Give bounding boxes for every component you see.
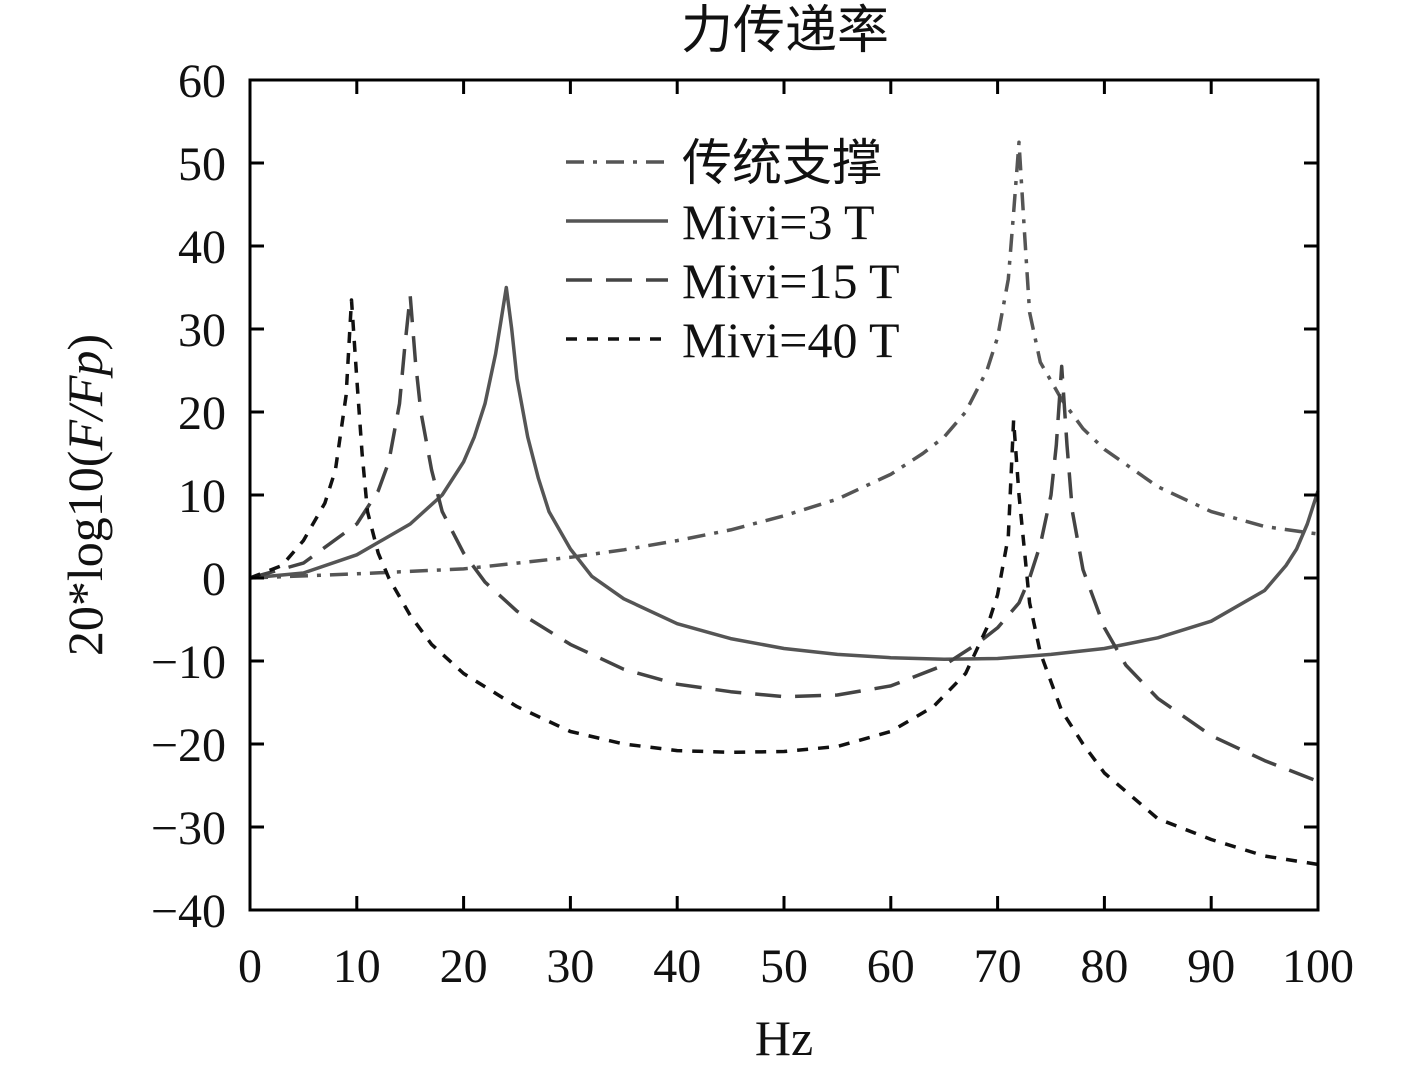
y-axis-label-suffix: )	[57, 334, 113, 351]
series-line-2	[249, 285, 1320, 662]
x-axis-label: Hz	[755, 1010, 813, 1066]
y-tick-label: −30	[151, 802, 226, 855]
y-tick-label: 60	[178, 55, 226, 108]
series-line-3	[249, 294, 1319, 784]
x-tick-label: 80	[1080, 940, 1128, 993]
y-tick-label: 20	[178, 387, 226, 440]
y-tick-label: 0	[202, 553, 226, 606]
x-tick-label: 90	[1187, 940, 1235, 993]
chart-title: 力传递率	[681, 3, 889, 60]
x-tick-label: 10	[333, 940, 381, 993]
y-tick-label: 30	[178, 304, 226, 357]
x-tick-labels: 0 10 20 30 40 50 60 70 80 90 100	[238, 940, 1354, 993]
legend-label-4: Mivi=40 T	[682, 312, 900, 368]
x-tick-label: 20	[440, 940, 488, 993]
y-axis-label-italic: F/Fp	[57, 351, 113, 452]
y-axis-label: 20*log10(F/Fp)	[57, 334, 113, 656]
y-axis-label-prefix: 20*log10(	[57, 451, 113, 657]
y-tick-label: −20	[151, 719, 226, 772]
legend-label-3: Mivi=15 T	[682, 253, 900, 309]
x-tick-label: 0	[238, 940, 262, 993]
series-line-4	[249, 298, 1319, 867]
legend-label-2: Mivi=3 T	[682, 194, 875, 250]
x-tick-label: 30	[546, 940, 594, 993]
x-tick-label: 40	[653, 940, 701, 993]
y-tick-label: 40	[178, 221, 226, 274]
ticks-layer	[248, 78, 1320, 912]
x-tick-label: 50	[760, 940, 808, 993]
legend-label-1: 传统支撑	[682, 135, 882, 191]
series-layer	[249, 140, 1320, 867]
y-tick-label: −10	[151, 636, 226, 689]
y-tick-label: 10	[178, 470, 226, 523]
y-tick-label: −40	[151, 885, 226, 938]
y-tick-label: 50	[178, 138, 226, 191]
x-tick-label: 60	[867, 940, 915, 993]
y-tick-labels: 60 50 40 30 20 10 0 −10 −20 −30 −40	[151, 55, 226, 938]
x-tick-label: 70	[974, 940, 1022, 993]
x-tick-label: 100	[1282, 940, 1354, 993]
